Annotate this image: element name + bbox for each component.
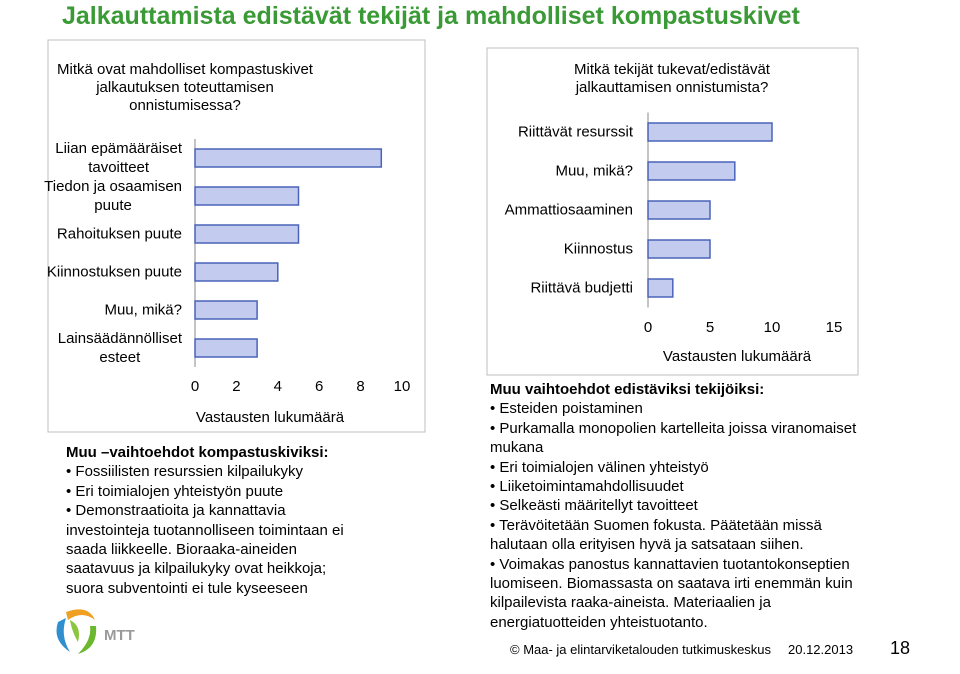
chart-frame: [47, 39, 426, 433]
category-label: Ammattiosaaminen: [504, 201, 633, 219]
logo-text: MTT: [104, 627, 135, 644]
category-label: Muu, mikä?: [555, 162, 633, 180]
notes-heading: Muu –vaihtoehdot kompastuskiviksi:: [66, 444, 329, 461]
x-tick-label: 10: [764, 319, 781, 336]
chart-title: Mitkä tekijät tukevat/edistävät jalkautt…: [574, 61, 770, 96]
category-label: Muu, mikä?: [104, 301, 182, 319]
bullet-item: Liiketoimintamahdollisuudet: [490, 477, 882, 496]
chart-title: Mitkä ovat mahdolliset kompastuskivet ja…: [57, 61, 313, 114]
category-label: Rahoituksen puute: [56, 225, 182, 243]
bullet-item: Purkamalla monopolien kartelleita joissa…: [490, 419, 882, 458]
logo: MTT: [56, 609, 135, 654]
category-label: Tiedon ja osaamisen puute: [44, 178, 182, 214]
x-tick-label: 8: [356, 378, 364, 395]
x-tick-label: 0: [191, 378, 199, 395]
bar: [194, 300, 258, 320]
category-label: Riittävä budjetti: [530, 279, 633, 297]
slide-title: Jalkauttamista edistävät tekijät ja mahd…: [62, 2, 800, 30]
x-tick-label: 15: [826, 319, 843, 336]
x-tick-label: 6: [315, 378, 323, 395]
category-label: Liian epämääräiset tavoitteet: [55, 140, 182, 176]
category-label: Riittävät resurssit: [517, 123, 633, 141]
x-tick-label: 2: [232, 378, 240, 395]
page-number: 18: [890, 638, 911, 658]
x-tick-label: 5: [706, 319, 714, 336]
footer-date: 20.12.2013: [788, 642, 854, 657]
notes-heading: Muu vaihtoehdot edistäviksi tekijöiksi:: [490, 381, 765, 398]
bar: [647, 200, 711, 220]
bar: [647, 239, 711, 259]
bullet-item: Demonstraatioita ja kannattavia investoi…: [66, 501, 366, 598]
bar: [647, 161, 736, 181]
bar: [194, 338, 258, 358]
bullet-item: Eri toimialojen yhteistyön puute: [66, 482, 366, 501]
x-axis-label: Vastausten lukumäärä: [663, 348, 812, 365]
bar: [194, 262, 279, 282]
x-tick-label: 10: [394, 378, 411, 395]
bullet-item: Voimakas panostus kannattavien tuotantok…: [490, 555, 882, 633]
left-notes: Muu –vaihtoehdot kompastuskiviksi: Fossi…: [66, 443, 366, 598]
bar: [194, 186, 300, 206]
bullet-item: Esteiden poistaminen: [490, 399, 882, 418]
bullet-item: Selkeästi määritellyt tavoitteet: [490, 496, 882, 515]
x-tick-label: 4: [274, 378, 282, 395]
bullet-item: Eri toimialojen välinen yhteistyö: [490, 458, 882, 477]
bullet-item: Terävöitetään Suomen fokusta. Päätetään …: [490, 516, 882, 555]
bar: [647, 278, 674, 298]
chart-frame: [486, 47, 859, 376]
bar: [647, 122, 773, 142]
footer-organization: © Maa- ja elintarviketalouden tutkimuske…: [510, 642, 772, 657]
x-axis-label: Vastausten lukumäärä: [196, 409, 345, 426]
category-label: Kiinnostus: [563, 240, 633, 258]
bar: [194, 224, 300, 244]
bar: [194, 148, 383, 168]
category-label: Lainsäädännölliset esteet: [57, 330, 182, 366]
bullet-item: Fossiilisten resurssien kilpailukyky: [66, 462, 366, 481]
category-label: Kiinnostuksen puute: [46, 263, 182, 281]
x-tick-label: 0: [644, 319, 652, 336]
right-notes: Muu vaihtoehdot edistäviksi tekijöiksi: …: [490, 380, 882, 632]
